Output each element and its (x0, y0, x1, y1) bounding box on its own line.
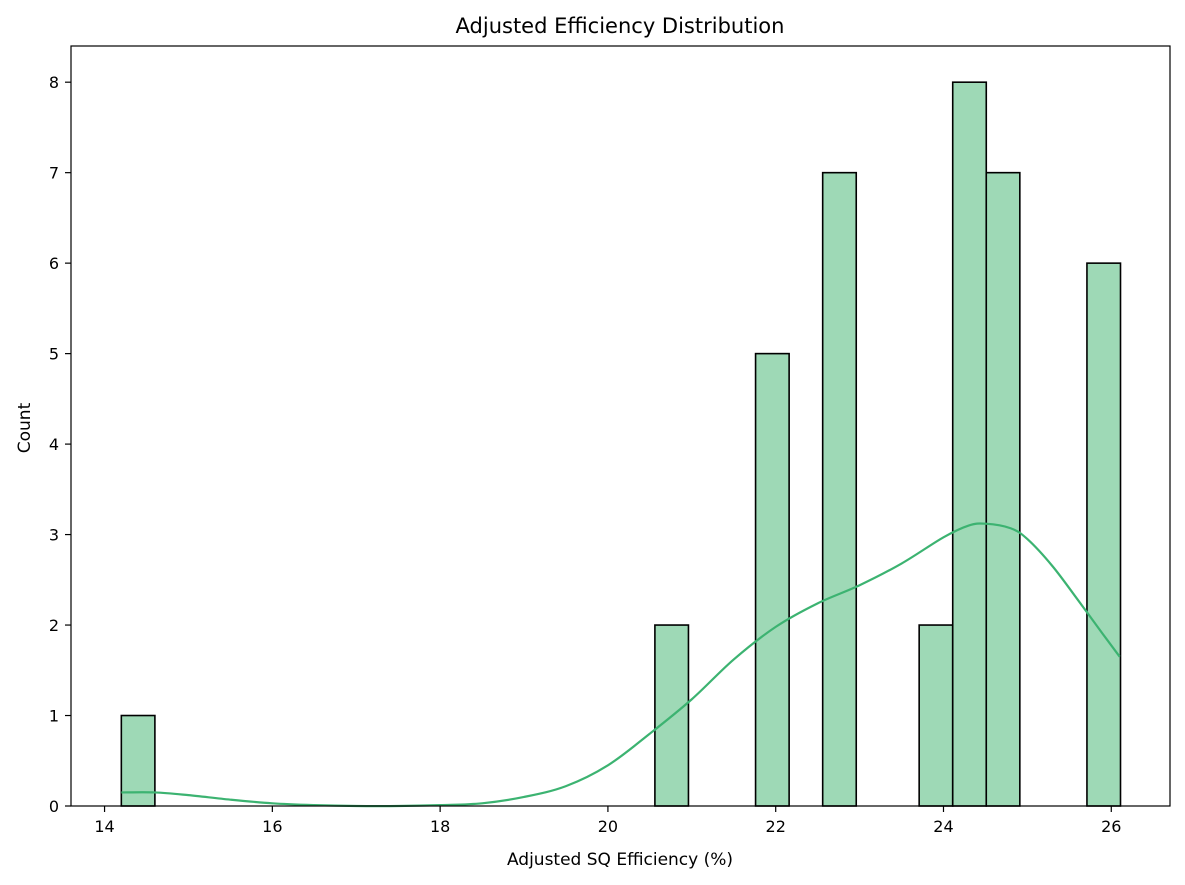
x-tick-label-3: 20 (598, 817, 618, 836)
x-tick-label-0: 14 (94, 817, 114, 836)
plot-frame (70, 45, 1171, 807)
y-axis-label: Count (15, 402, 35, 453)
x-axis-label: Adjusted SQ Efficiency (%) (507, 850, 733, 870)
x-tick-label-6: 26 (1101, 817, 1121, 836)
x-axis-ticks: 14 16 18 20 22 24 26 (94, 806, 1121, 836)
x-tick-label-4: 22 (766, 817, 786, 836)
histogram-bars (120, 81, 1122, 807)
x-tick-label-1: 16 (262, 817, 282, 836)
histogram-bar-0 (120, 714, 156, 807)
x-tick-label-5: 24 (933, 817, 953, 836)
kde-line (121, 522, 1121, 808)
y-tick-label-3: 3 (49, 526, 59, 545)
chart-title: Adjusted Efficiency Distribution (456, 14, 785, 38)
y-tick-label-6: 6 (49, 254, 59, 273)
histogram-bar-7 (1086, 262, 1122, 807)
histogram-bar-5 (951, 81, 988, 807)
histogram-bar-6 (985, 171, 1021, 807)
histogram-bar-4 (918, 624, 954, 807)
y-axis-ticks: 0 1 2 3 4 5 6 7 8 (49, 73, 71, 816)
y-tick-label-4: 4 (49, 435, 59, 454)
y-tick-label-0: 0 (49, 797, 59, 816)
histogram-bar-3 (821, 171, 858, 807)
y-tick-label-5: 5 (49, 345, 59, 364)
y-tick-label-8: 8 (49, 73, 59, 92)
y-tick-label-1: 1 (49, 707, 59, 726)
histogram-bar-2 (754, 352, 790, 807)
y-tick-label-2: 2 (49, 616, 59, 635)
y-tick-label-7: 7 (49, 164, 59, 183)
x-tick-label-2: 18 (430, 817, 450, 836)
